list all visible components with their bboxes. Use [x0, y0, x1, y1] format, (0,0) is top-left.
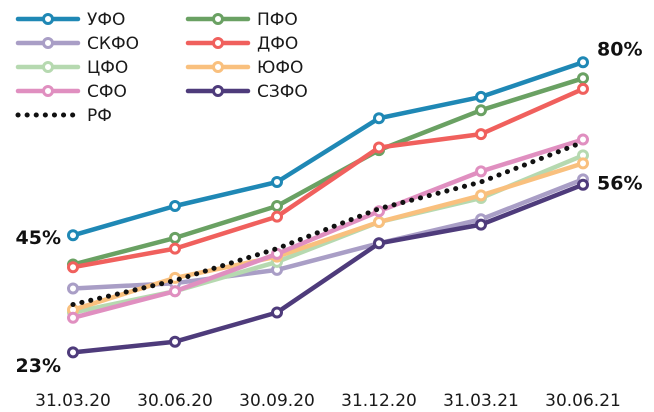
- data-point: [271, 200, 283, 212]
- data-point: [169, 242, 181, 255]
- data-point: [577, 157, 589, 170]
- data-point: [475, 189, 487, 202]
- x-axis-tick-labels: 31.03.20 30.06.20 30.09.20 31.12.20 31.03.21…: [35, 391, 621, 411]
- legend-label: ПФО: [257, 10, 298, 30]
- legend-label: СФО: [87, 82, 127, 102]
- legend-marker: [212, 37, 224, 49]
- data-point: [475, 128, 487, 141]
- data-point: [169, 231, 181, 244]
- data-point: [373, 141, 385, 154]
- legend-item-цфо: ЦФО: [15, 58, 128, 78]
- data-point: [271, 306, 283, 319]
- series-уфо: [67, 56, 589, 242]
- legend-item-скфо: СКФО: [15, 34, 139, 54]
- legend-item-сзфо: СЗФО: [185, 82, 308, 102]
- data-point: [67, 229, 79, 242]
- data-point: [475, 104, 487, 117]
- data-point: [577, 178, 589, 191]
- x-tick-label: 30.09.20: [239, 391, 315, 411]
- legend-label: СКФО: [87, 34, 139, 54]
- series-line: [70, 76, 586, 267]
- series-line: [70, 137, 586, 321]
- legend-label: ЮФО: [257, 58, 303, 78]
- data-point: [67, 261, 79, 274]
- legend-label: ДФО: [257, 34, 298, 54]
- data-point: [577, 72, 589, 85]
- data-point: [577, 133, 589, 146]
- legend-marker: [42, 37, 54, 49]
- data-point: [169, 335, 181, 348]
- x-tick-label: 31.03.20: [35, 391, 111, 411]
- data-point: [373, 237, 385, 250]
- legend-marker: [212, 13, 224, 25]
- legend-item-пфо: ПФО: [185, 10, 298, 30]
- legend-marker: [42, 85, 54, 97]
- data-point: [577, 56, 589, 69]
- legend-label: УФО: [87, 10, 125, 30]
- data-point: [67, 282, 79, 295]
- data-point: [271, 176, 283, 188]
- data-point: [271, 210, 283, 223]
- data-point: [475, 218, 487, 231]
- series-сзфо: [67, 178, 589, 359]
- x-tick-label: 31.12.20: [341, 391, 417, 411]
- legend: УФО ПФО СКФО ДФО ЦФО ЮФО СФО СЗФО РФ: [15, 10, 308, 126]
- annotation-label: 80%: [597, 39, 642, 61]
- series-рф: [70, 139, 586, 307]
- series-line: [70, 182, 586, 355]
- data-point: [475, 90, 487, 103]
- legend-item-юфо: ЮФО: [185, 58, 303, 78]
- annotations: 80% 56% 45% 23%: [16, 39, 643, 377]
- data-point: [373, 216, 385, 228]
- x-tick-label: 30.06.20: [137, 391, 213, 411]
- legend-item-рф: РФ: [15, 106, 112, 126]
- annotation-label: 45%: [16, 227, 61, 249]
- series-line: [70, 161, 586, 313]
- legend-item-дфо: ДФО: [185, 34, 298, 54]
- data-point: [373, 112, 385, 125]
- legend-item-уфо: УФО: [15, 10, 125, 30]
- legend-marker: [212, 85, 224, 97]
- annotation-label: 56%: [597, 172, 642, 194]
- legend-item-сфо: СФО: [15, 82, 127, 102]
- data-point: [169, 285, 181, 298]
- x-tick-label: 30.06.21: [545, 391, 621, 411]
- x-tick-label: 31.03.21: [443, 391, 519, 411]
- series-line: [70, 86, 586, 270]
- data-point: [169, 200, 181, 212]
- series-line: [70, 60, 586, 238]
- series-layer: [67, 56, 589, 359]
- legend-label: СЗФО: [257, 82, 308, 102]
- series-дфо: [67, 82, 589, 274]
- legend-marker: [42, 13, 54, 25]
- annotation-label: 23%: [16, 355, 61, 377]
- data-point: [67, 346, 79, 359]
- legend-label: ЦФО: [87, 58, 128, 78]
- data-point: [67, 311, 79, 324]
- legend-marker: [42, 61, 54, 73]
- data-point: [577, 82, 589, 95]
- legend-label: РФ: [87, 106, 112, 126]
- legend-marker: [212, 61, 224, 73]
- series-line: [70, 139, 586, 307]
- data-point: [475, 165, 487, 178]
